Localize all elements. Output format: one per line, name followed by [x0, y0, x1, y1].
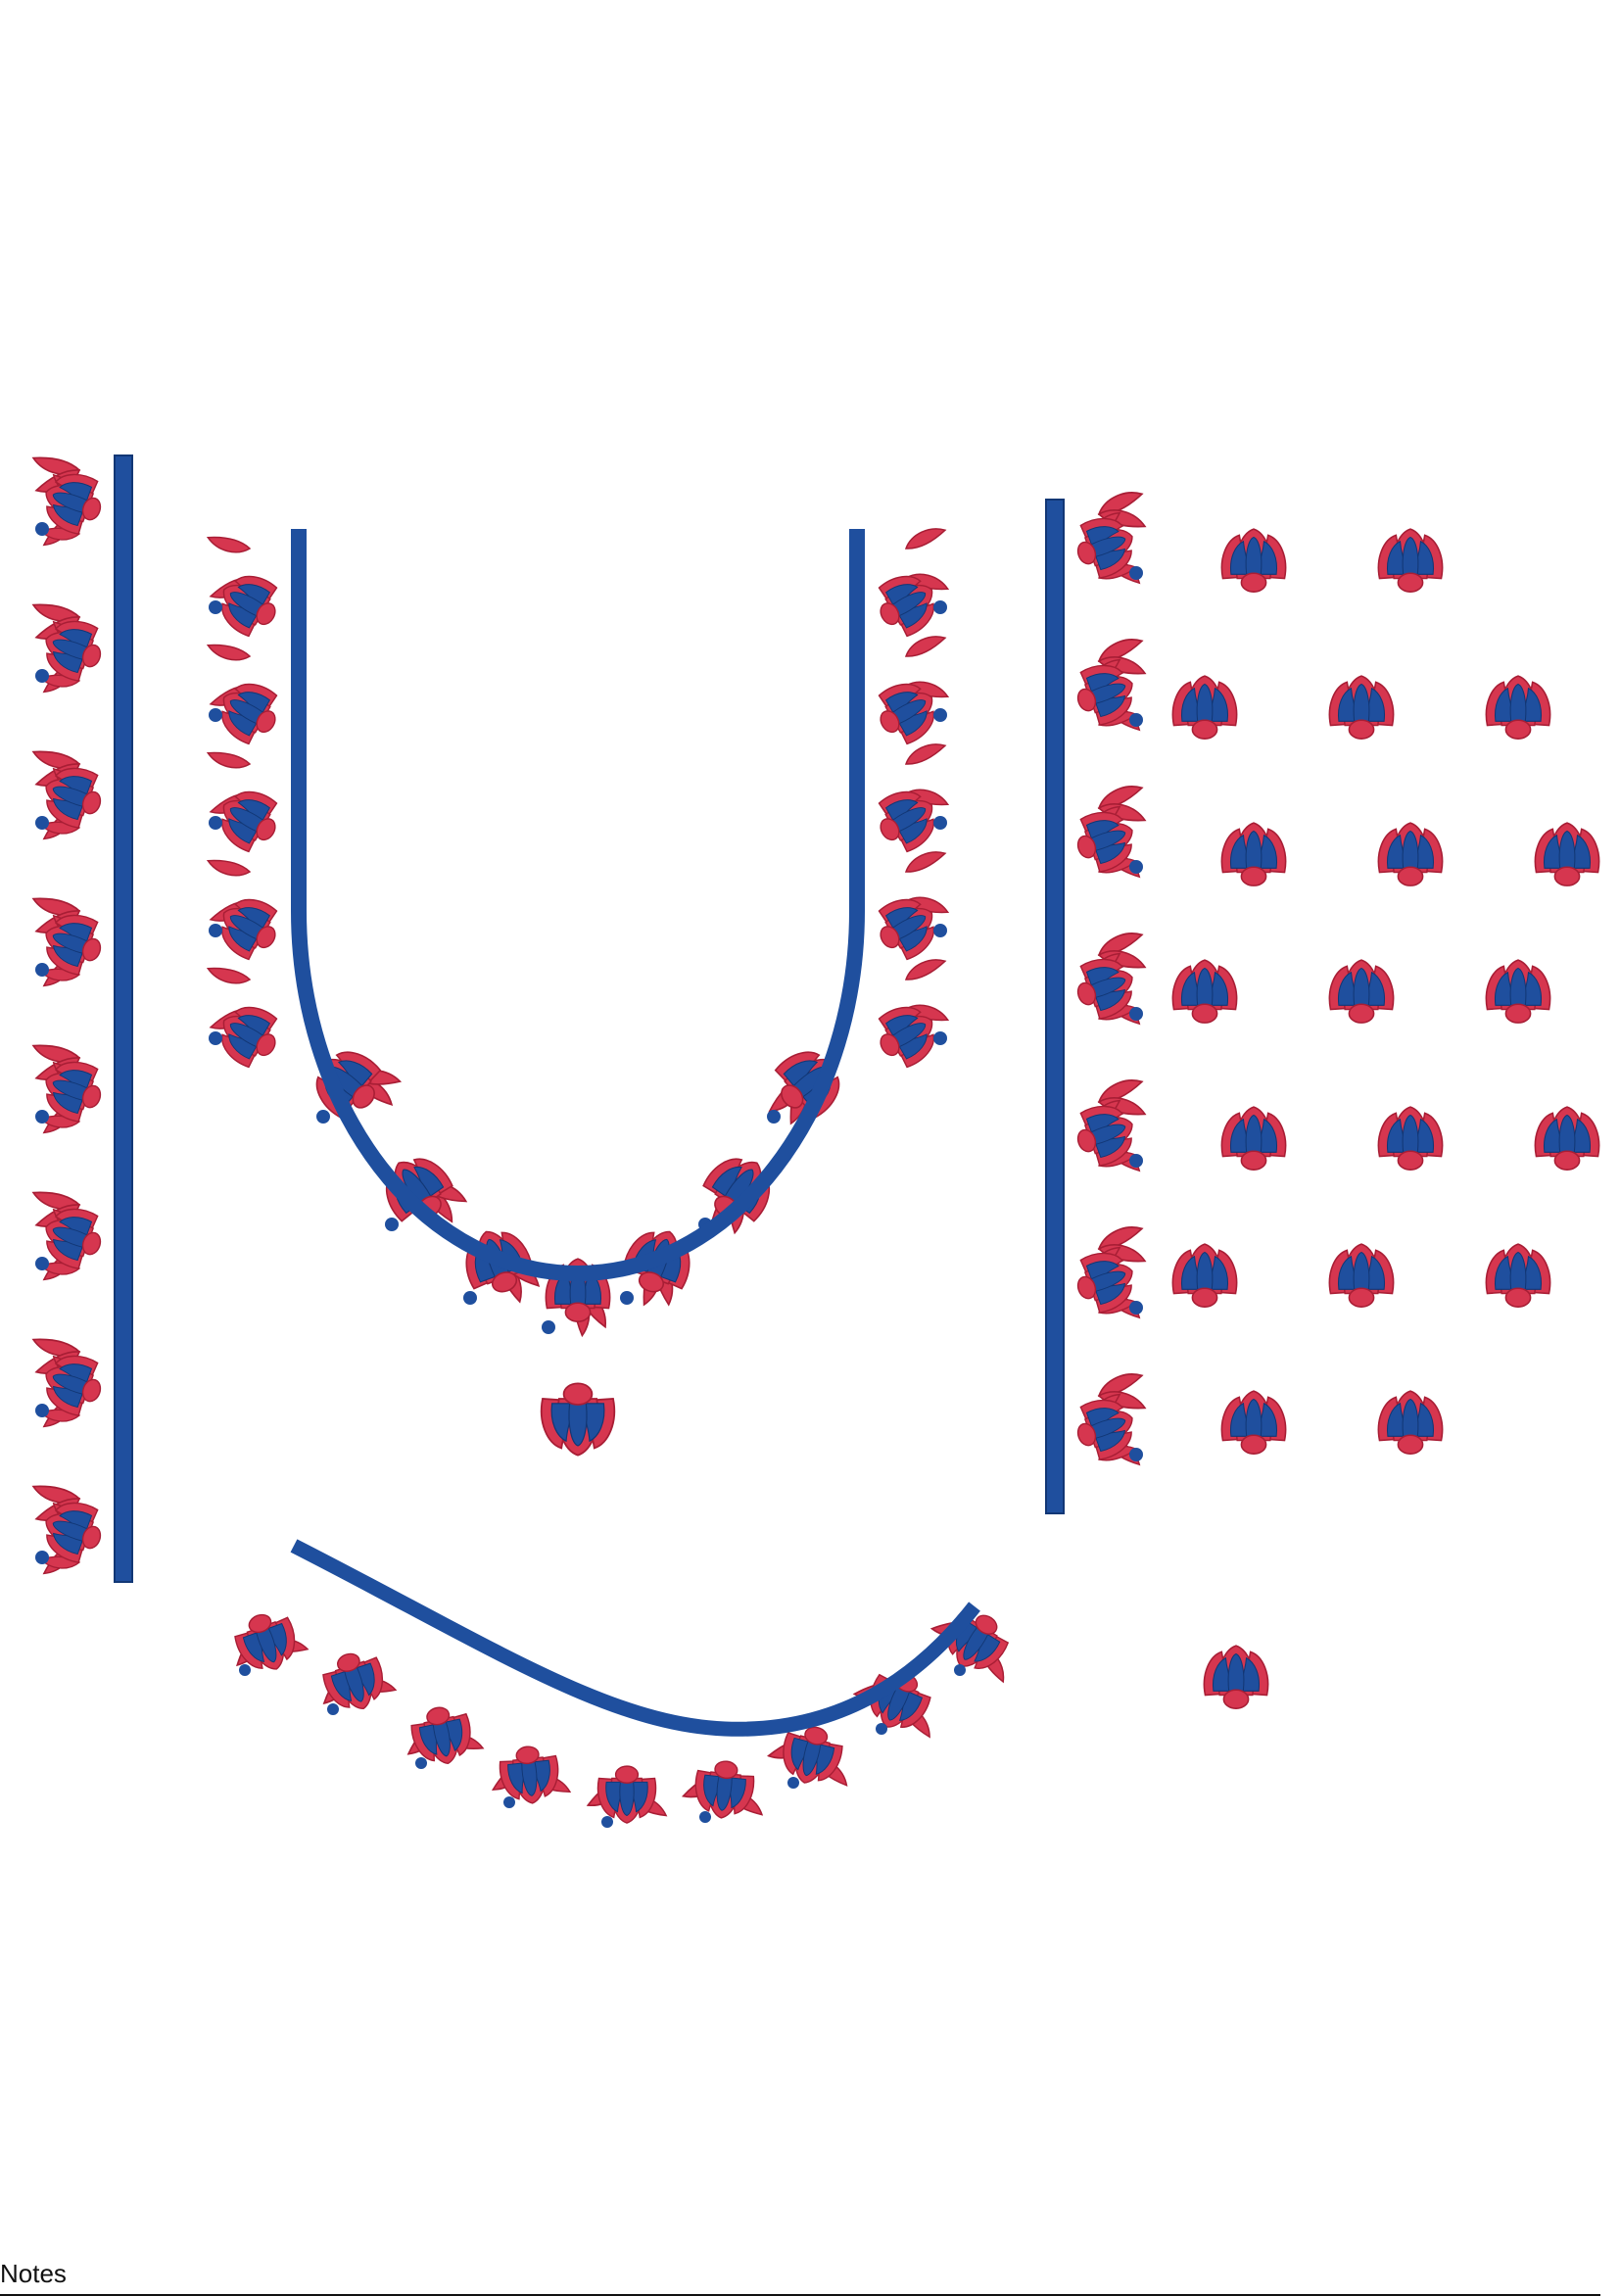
- flower-buti-motif: [1220, 528, 1287, 593]
- bead-dot: [35, 963, 49, 977]
- satin-border-line: [1045, 499, 1065, 1514]
- flower-buti-motif: [1328, 1243, 1395, 1308]
- bead-dot: [954, 1664, 966, 1676]
- flower-buti-motif: [1485, 959, 1551, 1024]
- notes-label: Notes: [0, 2259, 67, 2288]
- bead-dot: [933, 1031, 947, 1045]
- bead-dot: [1129, 1154, 1143, 1168]
- flower-buti-motif: [1171, 959, 1238, 1024]
- flower-buti-motif: [540, 1382, 616, 1457]
- right-placket-border: [1045, 486, 1149, 1514]
- bead-dot: [209, 708, 222, 722]
- bead-dot: [35, 669, 49, 683]
- bead-dot: [601, 1816, 613, 1828]
- flower-buti-motif: [1377, 822, 1444, 886]
- bead-dot: [933, 924, 947, 937]
- bead-dot: [35, 1257, 49, 1270]
- bead-dot: [620, 1291, 634, 1305]
- bead-dot: [787, 1777, 799, 1789]
- flower-buti-motif: [596, 1765, 657, 1824]
- flower-buti-motif: [1377, 528, 1444, 593]
- bead-dot: [209, 924, 222, 937]
- bead-dot: [209, 816, 222, 830]
- back-neck-satin-line: [290, 1539, 980, 1737]
- bead-dot: [699, 1811, 711, 1823]
- bead-dot: [463, 1291, 477, 1305]
- bead-dot: [35, 522, 49, 536]
- leaf-motif: [901, 523, 949, 552]
- bead-dot: [1129, 1301, 1143, 1315]
- satin-border-line: [114, 454, 133, 1583]
- leaf-motif: [205, 638, 252, 667]
- bead-dot: [542, 1320, 555, 1334]
- flower-buti-motif: [1534, 1106, 1600, 1171]
- flower-buti-motif: [1171, 1243, 1238, 1308]
- flower-buti-motif: [1534, 822, 1600, 886]
- flower-buti-motif: [1377, 1390, 1444, 1455]
- bead-dot: [1129, 860, 1143, 874]
- flower-buti-motif: [1377, 1106, 1444, 1171]
- leaf-motif: [205, 853, 252, 883]
- bead-dot: [1129, 1448, 1143, 1461]
- leaf-motif: [205, 530, 252, 559]
- bead-dot: [385, 1218, 399, 1231]
- u-neckline: [205, 523, 951, 1457]
- flower-buti-motif: [1220, 1106, 1287, 1171]
- leaf-motif: [205, 961, 252, 990]
- bead-dot: [876, 1723, 887, 1735]
- bead-dot: [415, 1757, 427, 1769]
- bead-dot: [503, 1796, 515, 1808]
- flower-buti-motif: [1220, 822, 1287, 886]
- flower-buti-motif: [1171, 675, 1238, 740]
- bead-dot: [35, 816, 49, 830]
- single-buti: [1203, 1645, 1269, 1709]
- neckline-satin-line: [291, 529, 865, 1281]
- left-sleeve-border: [29, 450, 133, 1583]
- flower-buti-motif: [1328, 959, 1395, 1024]
- back-neck-curve: [229, 1539, 1017, 1828]
- flower-buti-motif: [1485, 1243, 1551, 1308]
- bead-dot: [933, 816, 947, 830]
- flower-buti-motif: [1328, 675, 1395, 740]
- bead-dot: [933, 708, 947, 722]
- bead-dot: [933, 600, 947, 614]
- bead-dot: [1129, 1007, 1143, 1021]
- bead-dot: [1129, 713, 1143, 727]
- flower-buti-motif: [1203, 1645, 1269, 1709]
- bead-dot: [35, 1551, 49, 1564]
- flower-buti-motif: [691, 1757, 757, 1822]
- bead-dot: [1129, 566, 1143, 580]
- flower-buti-motif: [1220, 1390, 1287, 1455]
- bead-dot: [35, 1110, 49, 1124]
- bead-dot: [316, 1110, 330, 1124]
- flower-buti-motif: [1485, 675, 1551, 740]
- bead-dot: [767, 1110, 781, 1124]
- bead-dot: [327, 1703, 339, 1715]
- bead-dot: [209, 600, 222, 614]
- bead-dot: [35, 1404, 49, 1417]
- floral-buti-pattern: [1171, 528, 1600, 1455]
- bead-dot: [239, 1664, 251, 1676]
- bead-dot: [209, 1031, 222, 1045]
- leaf-motif: [205, 745, 252, 775]
